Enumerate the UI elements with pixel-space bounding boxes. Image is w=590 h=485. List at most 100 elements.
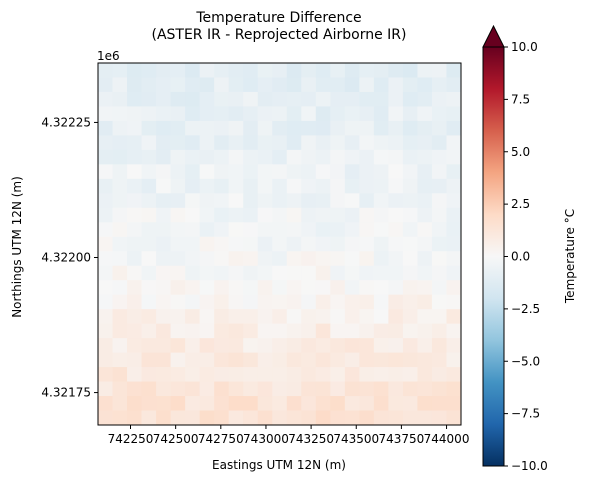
heatmap-cell <box>214 178 230 194</box>
heatmap-cell <box>373 120 389 136</box>
heatmap-cell <box>141 265 157 281</box>
heatmap-cell <box>417 280 433 296</box>
heatmap-cell <box>243 352 259 368</box>
heatmap-cell <box>301 338 317 354</box>
heatmap-cell <box>228 265 244 281</box>
heatmap-cell <box>156 193 172 209</box>
heatmap-cell <box>359 120 375 136</box>
heatmap-cell <box>185 120 201 136</box>
heatmap-cell <box>417 106 433 122</box>
heatmap-cell <box>214 236 230 252</box>
heatmap-cell <box>127 396 143 412</box>
heatmap-cell <box>112 352 128 368</box>
heatmap-cell <box>257 323 273 339</box>
heatmap-cell <box>272 193 288 209</box>
heatmap-cell <box>257 280 273 296</box>
heatmap-cell <box>127 294 143 310</box>
heatmap-cell <box>446 352 461 368</box>
heatmap-cell <box>344 91 360 108</box>
heatmap-cell <box>170 120 186 136</box>
heatmap-cell <box>243 77 259 93</box>
heatmap-cell <box>388 352 404 368</box>
heatmap-cell <box>98 396 114 412</box>
heatmap-cell <box>373 265 389 281</box>
heatmap-cell <box>446 77 461 93</box>
heatmap-cell <box>185 236 201 252</box>
heatmap-cell <box>156 77 172 93</box>
heatmap-cell <box>301 251 317 267</box>
heatmap-cell <box>199 294 215 310</box>
heatmap-cell <box>170 251 186 267</box>
heatmap-cell <box>228 120 244 136</box>
heatmap-cell <box>417 265 433 281</box>
heatmap-cell <box>402 91 419 108</box>
colorbar-ticks: −10.0 −7.5 −5.0 −2.5 0.0 2.5 5.0 7.5 10.0 <box>504 40 548 473</box>
heatmap-cell <box>388 149 404 165</box>
heatmap-cell <box>315 352 331 368</box>
heatmap-cell <box>199 265 215 281</box>
heatmap-cell <box>199 323 215 339</box>
heatmap-cell <box>156 410 172 425</box>
heatmap-cell <box>228 251 244 267</box>
heatmap-cell <box>112 265 128 281</box>
heatmap-cell <box>243 207 259 223</box>
heatmap-cell <box>344 381 360 397</box>
heatmap-cell <box>417 352 433 368</box>
y-axis-ticks: 4.321754.322004.322254.322504.322754.323… <box>41 115 98 400</box>
heatmap-cell <box>330 396 346 412</box>
heatmap-cell <box>344 135 360 151</box>
heatmap-cell <box>127 410 143 425</box>
heatmap-cell <box>127 178 143 194</box>
heatmap-cell <box>446 236 461 252</box>
heatmap-cell <box>373 207 389 223</box>
heatmap-cell <box>446 294 461 310</box>
heatmap-cell <box>156 338 172 354</box>
heatmap-cell <box>112 193 128 209</box>
heatmap-cell <box>315 367 331 383</box>
heatmap-cell <box>446 106 461 122</box>
heatmap-cell <box>127 265 143 281</box>
heatmap-cell <box>330 323 346 339</box>
heatmap-cell <box>315 178 331 194</box>
heatmap-cell <box>388 120 404 136</box>
heatmap-cell <box>373 294 389 310</box>
heatmap-cell <box>286 280 302 296</box>
colorbar-tick-label: −2.5 <box>511 302 540 316</box>
heatmap-cell <box>156 149 172 165</box>
heatmap-cell <box>301 193 317 209</box>
heatmap-cell <box>257 193 273 209</box>
heatmap-cell <box>170 338 186 354</box>
heatmap-cell <box>286 207 302 223</box>
heatmap-cell <box>330 164 346 180</box>
heatmap-cell <box>417 396 433 412</box>
heatmap-cell <box>373 178 389 194</box>
heatmap-cell <box>315 323 331 339</box>
heatmap-cell <box>402 164 419 180</box>
heatmap-cell <box>446 396 461 412</box>
x-tick-label: 742250 <box>108 432 154 446</box>
heatmap-cell <box>286 251 302 267</box>
heatmap-cell <box>315 222 331 238</box>
heatmap-cell <box>243 222 259 238</box>
heatmap-cell <box>156 323 172 339</box>
heatmap-cell <box>446 207 461 223</box>
heatmap-cell <box>286 120 302 136</box>
heatmap-cell <box>315 309 331 325</box>
heatmap-cell <box>141 251 157 267</box>
heatmap-cell <box>388 381 404 397</box>
heatmap-cell <box>330 207 346 223</box>
heatmap-cell <box>359 352 375 368</box>
heatmap-cell <box>228 280 244 296</box>
heatmap-cell <box>214 77 230 93</box>
x-tick-label: 743000 <box>243 432 289 446</box>
heatmap-cell <box>170 294 186 310</box>
heatmap-cell <box>156 120 172 136</box>
heatmap-cell <box>315 207 331 223</box>
x-tick-label: 742500 <box>153 432 199 446</box>
heatmap-cell <box>141 63 157 79</box>
heatmap-cell <box>286 338 302 354</box>
heatmap-cell <box>185 280 201 296</box>
heatmap-cell <box>98 77 114 93</box>
heatmap-cell <box>417 63 433 79</box>
